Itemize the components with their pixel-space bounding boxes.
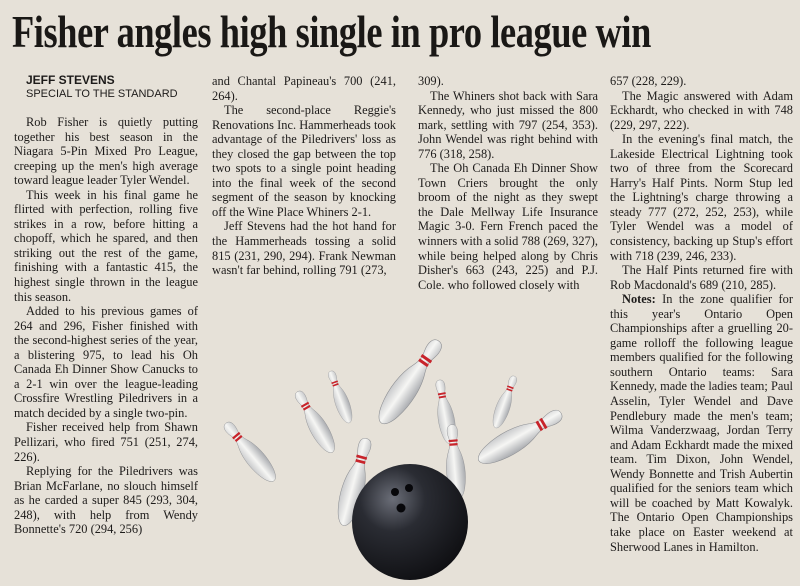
paragraph: Rob Fisher is quietly putting together h… [14,115,198,188]
paragraph: The Magic answered with Adam Eckhardt, w… [610,88,793,132]
headline: Fisher angles high single in pro league … [12,6,651,57]
article-column-2: and Chantal Papineau's 700 (241, 264). T… [212,74,396,278]
bowling-illustration [218,333,568,580]
notes-paragraph: Notes: In the zone qualifier for this ye… [610,292,793,554]
article-column-3: 309). The Whiners shot back with Sara Ke… [418,74,598,292]
pin [488,373,522,431]
pin [323,368,357,426]
notes-label: Notes: [622,292,656,307]
byline-affiliation: SPECIAL TO THE STANDARD [26,88,178,100]
pin [289,386,341,458]
paragraph: The Whiners shot back with Sara Kennedy,… [418,88,598,161]
paragraph: The Half Pints returned fire with Rob Ma… [610,263,793,292]
paragraph: Fisher received help from Shawn Pellizar… [14,420,198,464]
article-column-1: JEFF STEVENS SPECIAL TO THE STANDARD Rob… [14,74,198,537]
paragraph: 657 (228, 229). [610,74,687,88]
paragraph: Replying for the Piledrivers was Brian M… [14,464,198,537]
paragraph: 309). [418,74,444,88]
paragraph: In the evening's final match, the Lakesi… [610,132,793,263]
byline-author: JEFF STEVENS [26,73,115,87]
bowling-ball [352,464,468,580]
article-column-4: 657 (228, 229). The Magic answered with … [610,74,793,554]
paragraph: The second-place Reggie's Renovations In… [212,103,396,219]
paragraph: Added to his previous games of 264 and 2… [14,304,198,420]
paragraph: Jeff Stevens had the hot hand for the Ha… [212,219,396,278]
pin [472,402,568,472]
paragraph: This week in his final game he flirted w… [14,187,198,304]
pin [218,416,282,488]
paragraph: The Oh Canada Eh Dinner Show Town Criers… [418,161,598,292]
paragraph: and Chantal Papineau's 700 (241, 264). [212,74,396,103]
notes-text: In the zone qualifier for this year's On… [610,292,793,554]
